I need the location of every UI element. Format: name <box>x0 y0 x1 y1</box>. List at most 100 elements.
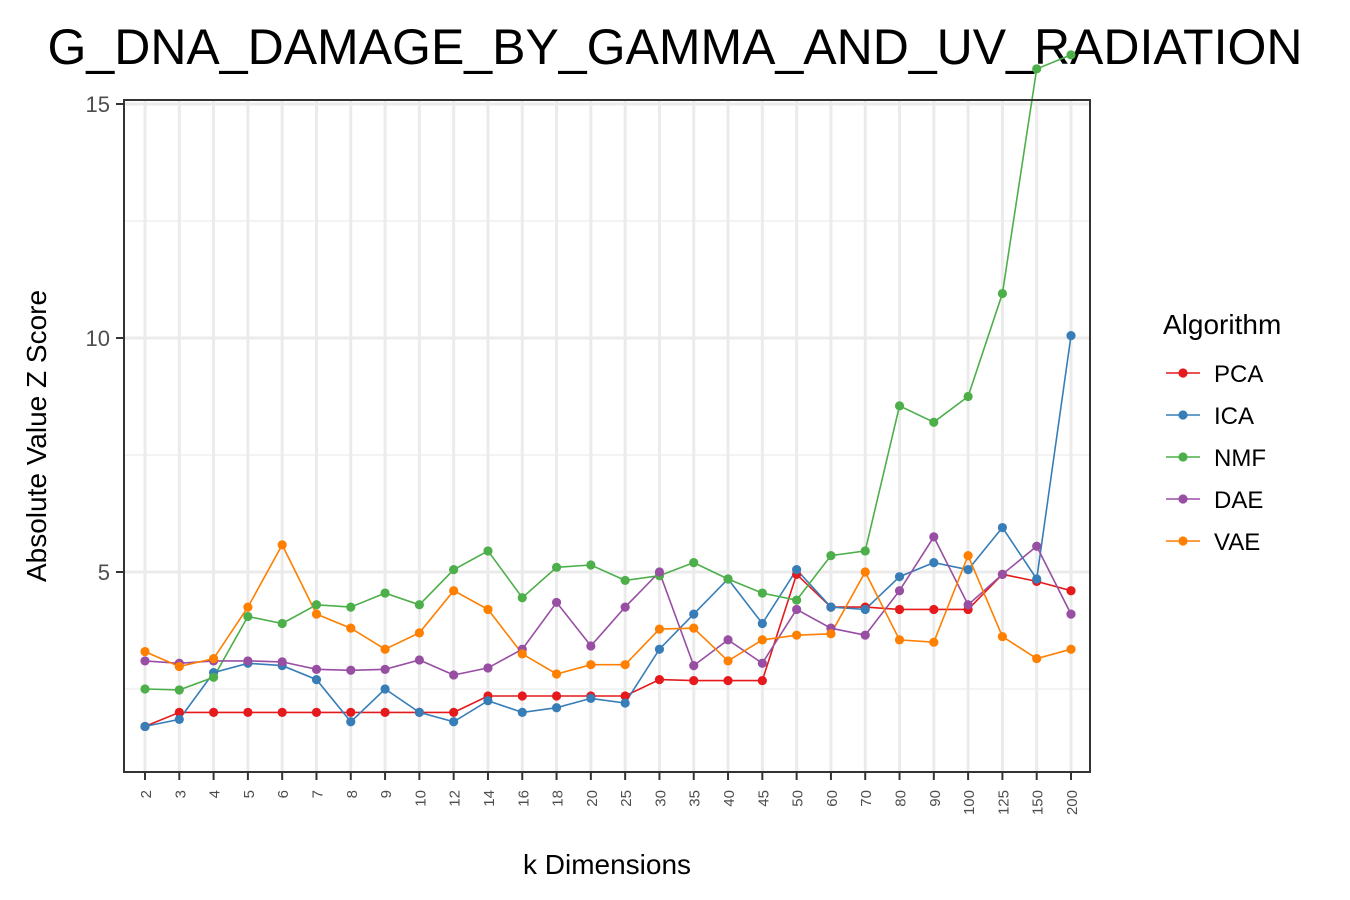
x-tick-label: 20 <box>584 790 601 807</box>
x-axis: 2 3 4 5 6 7 8 9 10 12 14 16 18 20 25 30 35 40 45 50 60 70 80 90… <box>138 772 1081 815</box>
x-tick-label: 200 <box>1064 790 1081 815</box>
grid <box>124 100 1090 772</box>
data-point-nmf <box>1032 64 1042 74</box>
data-point-vae <box>483 604 493 615</box>
x-tick-label: 6 <box>275 790 292 798</box>
data-point-ica <box>929 558 939 568</box>
data-point-nmf <box>929 417 939 427</box>
data-point-ica <box>174 714 184 725</box>
x-tick-label: 7 <box>309 790 326 798</box>
series-layer <box>140 50 1076 732</box>
data-point-pca <box>757 675 767 686</box>
data-point-nmf <box>380 588 390 598</box>
data-point-dae <box>620 602 630 612</box>
legend-key-point <box>1178 494 1188 504</box>
data-point-pca <box>449 707 459 718</box>
x-tick-label: 18 <box>550 790 567 807</box>
data-point-vae <box>1032 653 1042 664</box>
x-tick-label: 150 <box>1030 790 1047 815</box>
data-point-nmf <box>414 600 424 610</box>
data-point-nmf <box>449 565 459 575</box>
x-tick-label: 80 <box>893 790 910 807</box>
data-point-vae <box>654 624 665 634</box>
data-point-ica <box>654 644 665 654</box>
data-point-vae <box>997 631 1008 642</box>
data-point-pca <box>894 604 905 615</box>
x-tick-label: 9 <box>378 790 395 798</box>
data-point-vae <box>586 660 596 670</box>
x-tick-label: 25 <box>618 790 635 807</box>
data-point-nmf <box>551 562 562 572</box>
data-point-ica <box>346 717 356 727</box>
data-point-nmf <box>620 575 630 586</box>
data-point-ica <box>620 698 630 708</box>
data-point-ica <box>894 572 905 582</box>
data-point-ica <box>414 707 424 718</box>
legend-label: NMF <box>1214 445 1266 472</box>
x-tick-label: 125 <box>995 790 1012 815</box>
x-tick-label: 12 <box>447 790 464 807</box>
legend-label: ICA <box>1214 403 1254 430</box>
data-point-ica <box>860 604 870 615</box>
legend-key-point <box>1178 452 1188 462</box>
data-point-dae <box>997 569 1008 579</box>
data-point-pca <box>551 691 562 701</box>
x-tick-label: 16 <box>515 790 532 807</box>
data-point-nmf <box>277 618 287 629</box>
data-point-dae <box>586 641 596 651</box>
data-point-pca <box>346 707 356 718</box>
data-point-vae <box>208 653 219 664</box>
data-point-pca <box>723 675 733 686</box>
legend-key-point <box>1178 410 1188 420</box>
legend-label: DAE <box>1214 487 1263 514</box>
data-point-vae <box>449 586 459 596</box>
data-point-vae <box>380 644 390 654</box>
x-tick-label: 3 <box>172 790 189 798</box>
data-point-nmf <box>483 546 493 556</box>
data-point-nmf <box>517 593 527 603</box>
data-point-pca <box>208 707 219 718</box>
x-axis-label: k Dimensions <box>523 849 691 880</box>
legend-item-dae: DAE <box>1166 487 1263 514</box>
data-point-vae <box>894 635 905 645</box>
data-point-vae <box>929 637 939 647</box>
legend-item-vae: VAE <box>1166 529 1260 556</box>
data-point-dae <box>792 604 802 615</box>
data-point-ica <box>449 717 459 727</box>
legend-item-pca: PCA <box>1166 361 1263 388</box>
legend-item-ica: ICA <box>1166 403 1254 430</box>
data-point-ica <box>826 602 836 612</box>
data-point-ica <box>311 675 322 685</box>
data-point-vae <box>620 660 630 670</box>
data-point-vae <box>551 669 562 679</box>
data-point-dae <box>1032 541 1042 551</box>
data-point-vae <box>311 609 322 619</box>
y-axis: 5 10 15 <box>86 92 124 585</box>
x-tick-label: 10 <box>412 790 429 807</box>
data-point-dae <box>483 663 493 673</box>
y-axis-label: Absolute Value Z Score <box>21 290 52 582</box>
data-point-ica <box>586 693 596 703</box>
x-tick-label: 8 <box>344 790 361 798</box>
data-point-vae <box>140 646 150 657</box>
x-tick-label: 5 <box>241 790 258 798</box>
data-point-dae <box>860 630 870 640</box>
data-point-vae <box>860 567 870 577</box>
data-point-ica <box>1032 574 1042 584</box>
data-point-pca <box>1066 586 1076 596</box>
data-point-pca <box>277 707 287 718</box>
data-point-ica <box>517 707 527 718</box>
data-point-dae <box>449 670 459 680</box>
data-point-ica <box>380 684 390 694</box>
x-tick-label: 4 <box>207 790 224 798</box>
data-point-dae <box>311 664 322 674</box>
data-point-dae <box>140 656 150 666</box>
x-tick-label: 35 <box>687 790 704 807</box>
x-tick-label: 14 <box>481 790 498 807</box>
data-point-nmf <box>346 602 356 612</box>
data-point-nmf <box>208 672 219 682</box>
data-point-vae <box>963 551 973 561</box>
data-point-nmf <box>243 611 253 622</box>
x-tick-label: 90 <box>927 790 944 807</box>
legend-key-point <box>1178 536 1188 546</box>
